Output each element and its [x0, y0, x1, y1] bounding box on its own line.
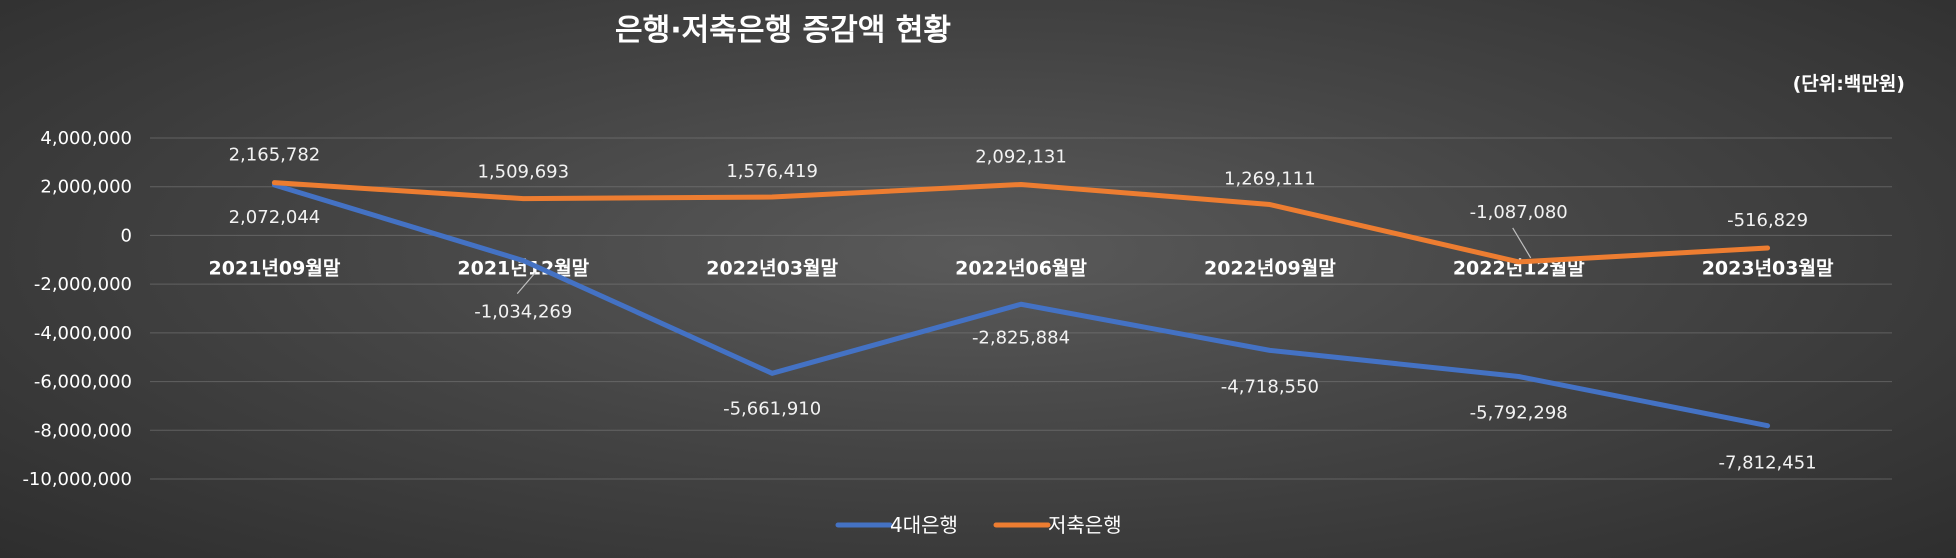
y-tick-label: 4,000,000	[40, 128, 132, 149]
x-category-label: 2021년09월말	[209, 257, 341, 279]
y-tick-label: -6,000,000	[34, 372, 132, 393]
y-tick-label: 2,000,000	[40, 177, 132, 198]
x-category-label: 2023년03월말	[1702, 257, 1834, 279]
y-tick-label: 0	[121, 225, 132, 246]
data-labels: 2,072,044 -1,034,269 -5,661,910 -2,825,884 -…	[229, 145, 1817, 474]
series-line	[271, 180, 1771, 265]
legend-label: 4대은행	[890, 513, 958, 537]
unit-note: (단위:백만원)	[1793, 73, 1905, 95]
data-label: -5,661,910	[723, 398, 821, 419]
legend-label: 저축은행	[1048, 513, 1122, 537]
y-tick-label: -4,000,000	[34, 323, 132, 344]
chart-title: 은행·저축은행 증감액 현황	[615, 13, 951, 48]
data-label: 1,269,111	[1224, 169, 1316, 190]
y-tick-label: -2,000,000	[34, 274, 132, 295]
legend: 4대은행 저축은행	[835, 513, 1122, 537]
data-label: 2,092,131	[975, 146, 1067, 167]
data-label: 1,509,693	[477, 162, 569, 183]
series-line	[271, 182, 1771, 429]
x-category-label: 2022년03월말	[706, 257, 838, 279]
leader-line	[1512, 227, 1532, 259]
x-axis-categories: 2021년09월말 2021년12월말 2022년03월말 2022년06월말 2022…	[209, 257, 1834, 279]
data-label: -1,087,080	[1470, 202, 1568, 223]
data-label: -7,812,451	[1719, 453, 1817, 474]
data-label: -516,829	[1727, 210, 1808, 231]
y-axis-ticks: 4,000,000 2,000,000 0 -2,000,000 -4,000,000 -…	[22, 128, 132, 490]
data-label: -4,718,550	[1221, 376, 1319, 397]
data-label: -1,034,269	[474, 302, 572, 323]
data-label: 1,576,419	[726, 161, 818, 182]
x-category-label: 2022년06월말	[955, 257, 1087, 279]
x-category-label: 2022년09월말	[1204, 257, 1336, 279]
y-tick-label: -10,000,000	[22, 469, 132, 490]
series-lines	[271, 180, 1771, 429]
data-label: 2,072,044	[229, 207, 321, 228]
data-label: 2,165,782	[229, 145, 321, 166]
data-label: -5,792,298	[1470, 403, 1568, 424]
leader-line	[516, 272, 536, 295]
y-tick-label: -8,000,000	[34, 420, 132, 441]
data-label: -2,825,884	[972, 327, 1070, 348]
x-category-label: 2022년12월말	[1453, 257, 1585, 279]
